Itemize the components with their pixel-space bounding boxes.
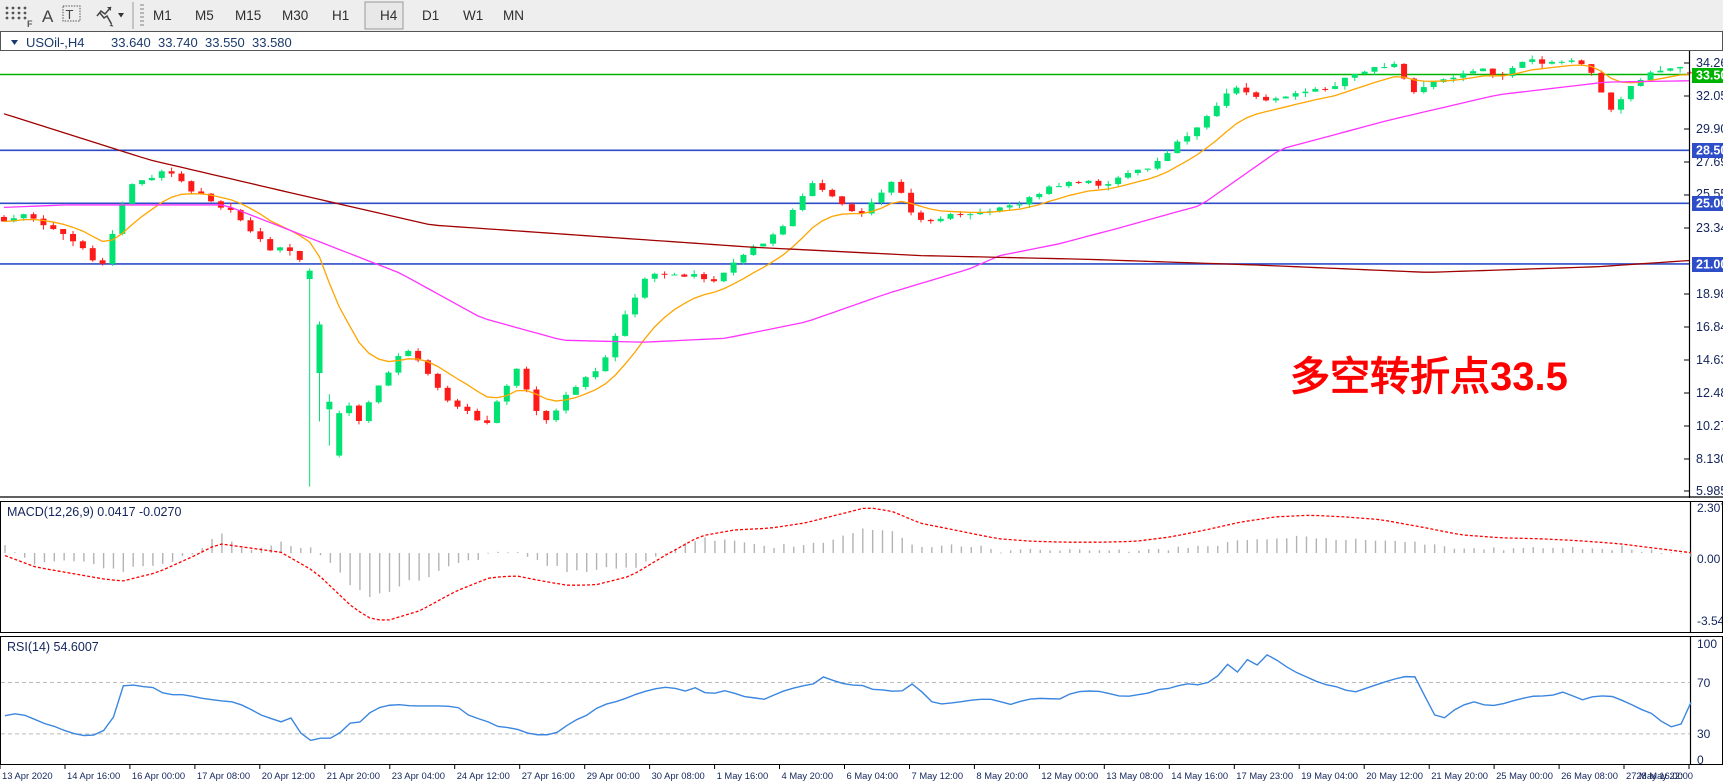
svg-text:4 May 20:00: 4 May 20:00 [782, 770, 834, 781]
svg-text:T: T [66, 7, 74, 22]
svg-text:20 Apr 12:00: 20 Apr 12:00 [262, 770, 315, 781]
svg-text:12 May 00:00: 12 May 00:00 [1041, 770, 1098, 781]
svg-text:A: A [42, 7, 54, 26]
svg-text:8 May 20:00: 8 May 20:00 [976, 770, 1028, 781]
svg-text:25 May 00:00: 25 May 00:00 [1496, 770, 1553, 781]
svg-text:2.3072: 2.3072 [1697, 502, 1723, 515]
svg-text:23 Apr 04:00: 23 Apr 04:00 [392, 770, 445, 781]
svg-text:多空转折点33.5: 多空转折点33.5 [1290, 355, 1568, 399]
svg-text:D1: D1 [422, 8, 439, 23]
svg-text:17 Apr 08:00: 17 Apr 08:00 [197, 770, 250, 781]
svg-text:W1: W1 [463, 8, 483, 23]
svg-text:USOil-,H4: USOil-,H4 [26, 35, 85, 50]
svg-text:16.840: 16.840 [1696, 320, 1723, 334]
svg-text:H4: H4 [380, 8, 398, 23]
svg-text:19 May 04:00: 19 May 04:00 [1301, 770, 1358, 781]
svg-text:MN: MN [503, 8, 524, 23]
svg-text:-3.5484: -3.5484 [1697, 614, 1723, 628]
svg-text:33.640: 33.640 [111, 35, 151, 50]
svg-text:16 Apr 00:00: 16 Apr 00:00 [132, 770, 185, 781]
svg-text:30: 30 [1697, 727, 1711, 741]
svg-text:33.550: 33.550 [205, 35, 245, 50]
svg-text:14 Apr 16:00: 14 Apr 16:00 [67, 770, 120, 781]
svg-text:14.630: 14.630 [1696, 353, 1723, 367]
svg-text:33.500: 33.500 [1696, 69, 1723, 83]
svg-text:26 May 08:00: 26 May 08:00 [1561, 770, 1618, 781]
svg-text:M5: M5 [195, 8, 214, 23]
svg-text:7 May 12:00: 7 May 12:00 [912, 770, 964, 781]
svg-text:23.340: 23.340 [1696, 221, 1723, 235]
svg-text:70: 70 [1697, 676, 1711, 690]
svg-text:H1: H1 [332, 8, 349, 23]
svg-text:12.485: 12.485 [1696, 386, 1723, 400]
svg-text:20 May 12:00: 20 May 12:00 [1366, 770, 1423, 781]
svg-text:14 May 16:00: 14 May 16:00 [1171, 770, 1228, 781]
svg-text:RSI(14) 54.6007: RSI(14) 54.6007 [7, 640, 99, 654]
svg-text:M1: M1 [153, 8, 172, 23]
svg-text:28 May 22:00: 28 May 22:00 [1636, 770, 1693, 781]
svg-text:0: 0 [1697, 753, 1704, 764]
svg-text:25.000: 25.000 [1696, 197, 1723, 211]
svg-text:M30: M30 [282, 8, 308, 23]
svg-text:24 Apr 12:00: 24 Apr 12:00 [457, 770, 510, 781]
svg-text:32.050: 32.050 [1696, 89, 1723, 103]
svg-text:M15: M15 [235, 8, 261, 23]
svg-text:30 Apr 08:00: 30 Apr 08:00 [652, 770, 705, 781]
svg-text:F: F [27, 19, 33, 29]
svg-text:29.905: 29.905 [1696, 122, 1723, 136]
svg-text:100: 100 [1697, 637, 1717, 651]
svg-text:8.130: 8.130 [1696, 452, 1723, 466]
svg-text:21 May 20:00: 21 May 20:00 [1431, 770, 1488, 781]
svg-text:33.580: 33.580 [252, 35, 292, 50]
svg-text:17 May 23:00: 17 May 23:00 [1236, 770, 1293, 781]
svg-text:18.985: 18.985 [1696, 287, 1723, 301]
svg-text:1 May 16:00: 1 May 16:00 [717, 770, 769, 781]
svg-text:29 Apr 00:00: 29 Apr 00:00 [587, 770, 640, 781]
svg-text:28.500: 28.500 [1696, 144, 1723, 158]
svg-text:21.000: 21.000 [1696, 258, 1723, 272]
svg-text:10.275: 10.275 [1696, 419, 1723, 433]
svg-text:6 May 04:00: 6 May 04:00 [847, 770, 899, 781]
svg-text:13 Apr 2020: 13 Apr 2020 [2, 770, 53, 781]
svg-text:13 May 08:00: 13 May 08:00 [1106, 770, 1163, 781]
svg-text:27 Apr 16:00: 27 Apr 16:00 [522, 770, 575, 781]
svg-text:MACD(12,26,9) 0.0417 -0.0270: MACD(12,26,9) 0.0417 -0.0270 [7, 505, 181, 519]
svg-text:21 Apr 20:00: 21 Apr 20:00 [327, 770, 380, 781]
svg-text:5.985: 5.985 [1696, 484, 1723, 498]
svg-text:33.740: 33.740 [158, 35, 198, 50]
svg-text:0.00: 0.00 [1697, 552, 1721, 566]
